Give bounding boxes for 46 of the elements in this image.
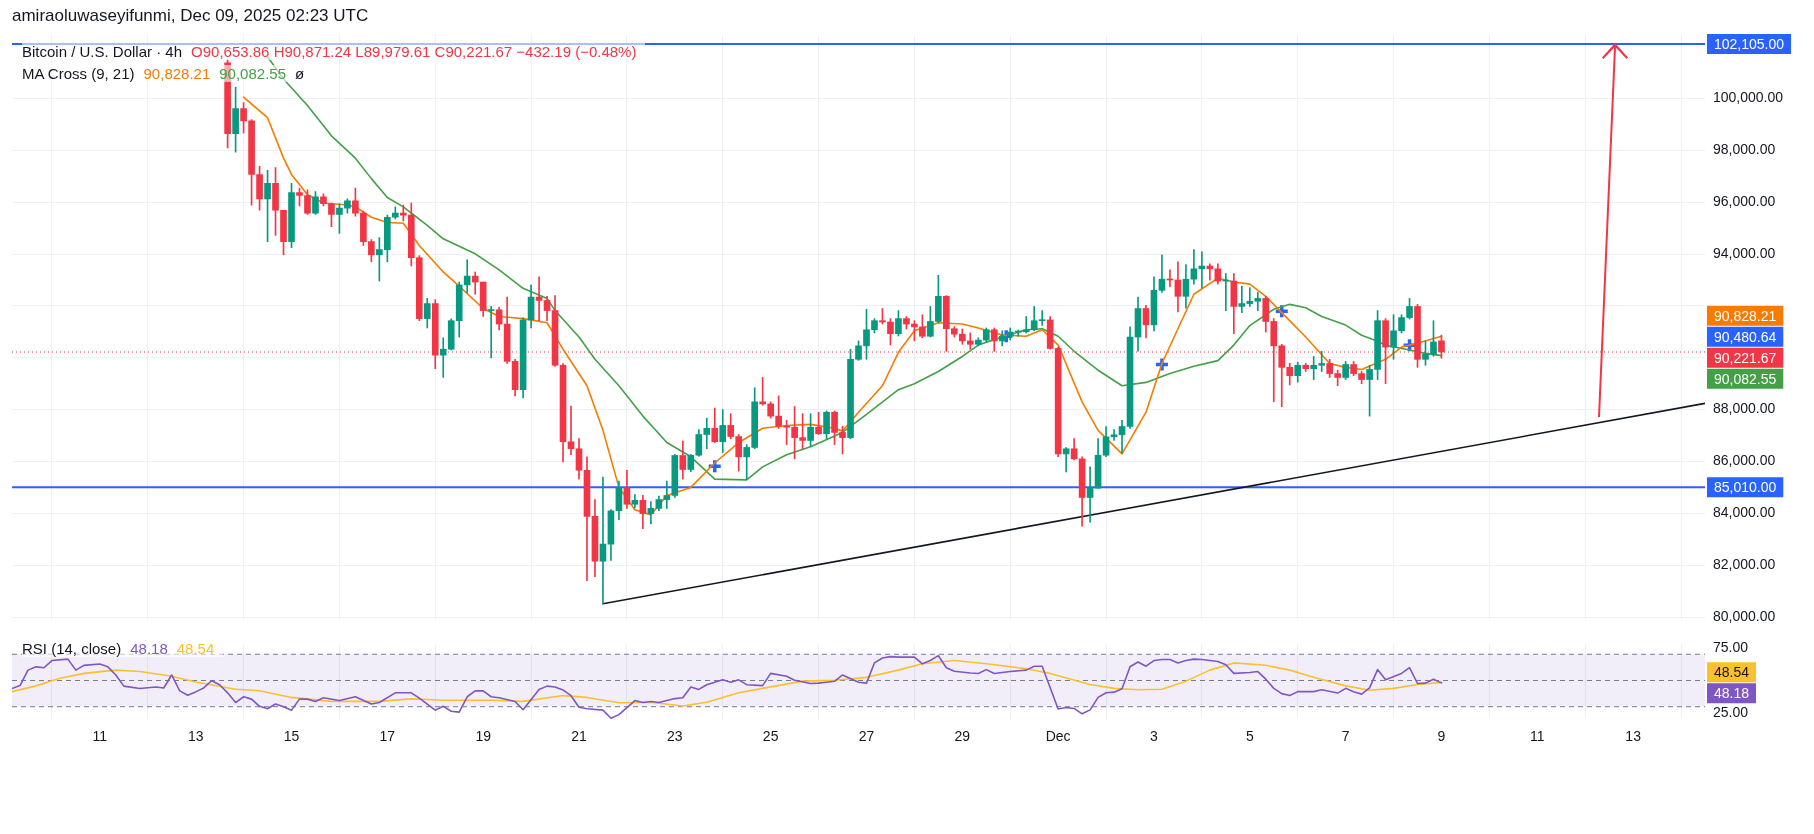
ref-line-label: 90,221.67 xyxy=(1714,349,1777,366)
y-tick-label: 75.00 xyxy=(1713,638,1749,655)
x-tick-label: 5 xyxy=(1245,728,1254,745)
y-tick-label: 100,000.00 xyxy=(1713,89,1784,106)
y-tick-label: 82,000.00 xyxy=(1713,556,1776,573)
x-tick-label: 17 xyxy=(379,728,396,745)
text: 90,480.64 xyxy=(1714,328,1777,345)
x-tick-label: 9 xyxy=(1437,728,1446,745)
x-tick-label: 11 xyxy=(92,728,108,745)
x-tick-label: 15 xyxy=(283,728,300,745)
ref-line-label: 102,105.00 xyxy=(1714,35,1785,52)
x-tick-label: 19 xyxy=(475,728,492,745)
annotation: 90,828.21 xyxy=(143,65,211,82)
annotation: 48.18 xyxy=(130,640,168,657)
text: 90,082.55 xyxy=(1714,370,1777,387)
text: O90,653.86 H90,871.24 L89,979.61 C90,221.67 −432.19 (−0.48%) xyxy=(191,43,637,60)
x-tick-label: 7 xyxy=(1341,728,1350,745)
annotation: RSI (14, close) xyxy=(22,640,122,657)
x-tick-label: 21 xyxy=(571,728,587,745)
x-tick-label: 13 xyxy=(1625,728,1642,745)
x-tick-label: 11 xyxy=(1530,728,1545,745)
annotation: ø xyxy=(295,65,305,82)
x-tick-label: 25 xyxy=(762,728,779,745)
x-tick-label: 29 xyxy=(954,728,971,745)
x-tick-label: 13 xyxy=(187,728,204,745)
y-tick-label: 25.00 xyxy=(1713,704,1749,721)
annotation: 90,082.55 xyxy=(219,65,286,82)
text: 48.18 xyxy=(1714,685,1750,701)
x-tick-label: 3 xyxy=(1150,728,1159,745)
ref-line-label: 85,010.00 xyxy=(1714,478,1777,495)
y-tick-label: 80,000.00 xyxy=(1713,607,1776,624)
annotation: MA Cross (9, 21) xyxy=(22,65,135,82)
y-tick-label: 94,000.00 xyxy=(1713,244,1776,261)
y-tick-label: 84,000.00 xyxy=(1713,504,1776,521)
x-tick-label: 23 xyxy=(667,728,683,745)
y-tick-label: 98,000.00 xyxy=(1713,141,1776,158)
text: Bitcoin / U.S. Dollar · 4h xyxy=(22,43,183,60)
text: 48.54 xyxy=(1714,664,1750,680)
y-tick-label: 86,000.00 xyxy=(1713,452,1776,469)
x-tick-label: Dec xyxy=(1045,728,1071,745)
y-tick-label: 88,000.00 xyxy=(1713,400,1776,417)
text: amiraoluwaseyifunmi, Dec 09, 2025 02:23 UTC xyxy=(12,6,369,26)
x-tick-label: 27 xyxy=(858,728,875,745)
annotation: 48.54 xyxy=(176,640,215,657)
y-tick-label: 96,000.00 xyxy=(1713,193,1776,210)
text: 90,828.21 xyxy=(1714,307,1777,324)
